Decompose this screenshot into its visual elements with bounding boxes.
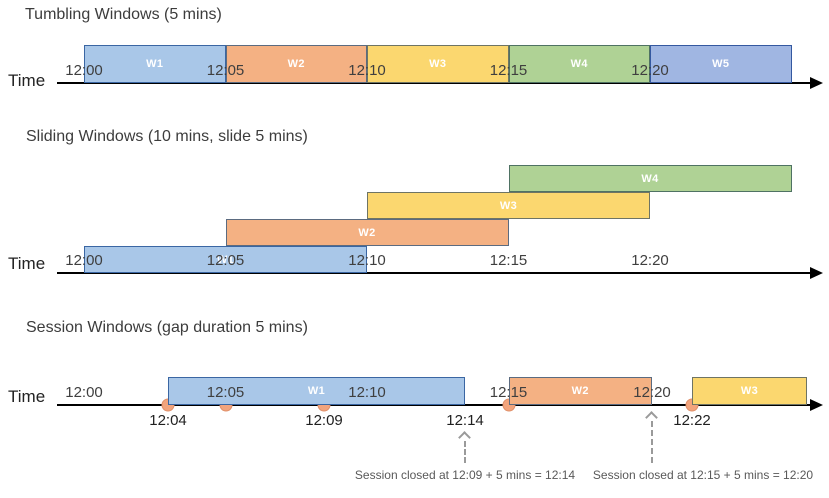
window-label: W1 xyxy=(146,58,164,70)
session-time-axis-label: Time xyxy=(8,387,46,406)
sliding-time-axis-label: Time xyxy=(8,254,46,273)
tick-12-05: 12:05 xyxy=(206,384,245,401)
event-time-12-22: 12:22 xyxy=(673,412,711,429)
window-label: W1 xyxy=(216,253,235,266)
tumbling-window-w5: W5 xyxy=(650,45,792,83)
tumbling-window-w3: W3 xyxy=(367,45,509,83)
tumbling-time-axis-label: Time xyxy=(8,71,46,90)
axis-arrowhead-icon xyxy=(810,267,823,279)
tumbling-window-w1: W1 xyxy=(84,45,226,83)
dashed-arrow-line xyxy=(464,441,466,463)
window-label: W1 xyxy=(307,385,326,397)
tick-12-10: 12:10 xyxy=(348,384,386,401)
tumbling-section-title: Tumbling Windows (5 mins) xyxy=(25,6,222,23)
tick-12-20: 12:20 xyxy=(631,252,669,269)
session-window-w1: W1 xyxy=(168,377,465,405)
session-window-w3: W3 xyxy=(692,377,807,405)
tick-12-15: 12:15 xyxy=(489,252,528,269)
tick-12-10: 12:10 xyxy=(348,62,386,79)
time-axis xyxy=(57,404,812,406)
axis-arrowhead-icon xyxy=(810,77,823,89)
window-label: W2 xyxy=(358,226,376,239)
session-closed-annotation: Session closed at 12:09 + 5 mins = 12:14 xyxy=(354,468,576,482)
tumbling-window-w2: W2 xyxy=(225,45,367,83)
window-label: W2 xyxy=(571,385,589,397)
session-window-w2: W2 xyxy=(508,377,652,405)
event-time-12-09: 12:09 xyxy=(305,412,343,429)
session-closed-annotation: Session closed at 12:15 + 5 mins = 12:20 xyxy=(592,468,814,482)
time-axis xyxy=(57,272,812,274)
window-label: W3 xyxy=(499,199,518,212)
window-label: W5 xyxy=(712,58,730,70)
sliding-window-w4: W4 xyxy=(508,165,792,192)
tick-12-15: 12:15 xyxy=(489,62,528,79)
session-section-title: Session Windows (gap duration 5 mins) xyxy=(26,319,308,336)
tick-12-00: 12:00 xyxy=(65,62,103,79)
window-label: W3 xyxy=(429,58,447,70)
event-time-12-14: 12:14 xyxy=(446,412,484,429)
tick-12-15: 12:15 xyxy=(489,384,528,401)
window-label: W4 xyxy=(570,58,588,70)
window-label: W2 xyxy=(287,58,305,70)
time-axis xyxy=(57,82,812,84)
tick-12-20: 12:20 xyxy=(631,62,669,79)
tick-12-00: 12:00 xyxy=(65,252,103,269)
window-label: W4 xyxy=(641,172,659,185)
tick-12-05: 12:05 xyxy=(206,62,245,79)
tick-12-20: 12:20 xyxy=(633,384,671,401)
tick-12-05: 12:05 xyxy=(206,252,245,269)
sliding-section-title: Sliding Windows (10 mins, slide 5 mins) xyxy=(26,128,308,145)
tick-12-00: 12:00 xyxy=(65,384,103,401)
tick-12-10: 12:10 xyxy=(348,252,386,269)
event-time-12-04: 12:04 xyxy=(149,412,187,429)
window-label: W3 xyxy=(740,385,759,397)
sliding-window-w2: W2 xyxy=(225,219,509,246)
dashed-arrow-line xyxy=(651,421,653,463)
sliding-window-w1: W1 xyxy=(84,246,367,273)
tumbling-window-w4: W4 xyxy=(508,45,650,83)
axis-arrowhead-icon xyxy=(810,399,823,411)
sliding-window-w3: W3 xyxy=(367,192,650,219)
